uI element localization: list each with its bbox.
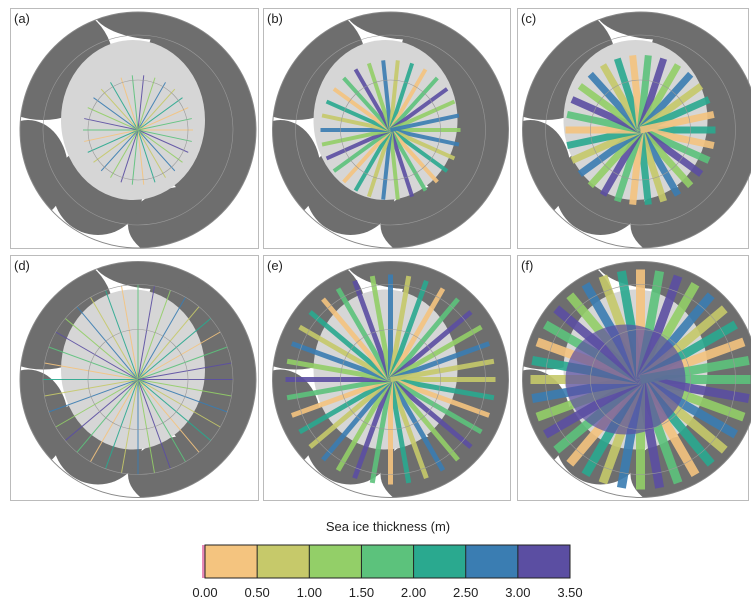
colorbar-tick-label: 2.50 <box>453 585 478 600</box>
colorbar-bin <box>361 545 413 578</box>
colorbar-tick-label: 0.50 <box>244 585 269 600</box>
panel-label: (f) <box>521 258 533 273</box>
colorbar-bin <box>466 545 518 578</box>
colorbar-tick-label: 2.00 <box>401 585 426 600</box>
colorbar-tick-label: 3.00 <box>505 585 530 600</box>
colorbar-tick-label: 3.50 <box>557 585 582 600</box>
colorbar-bin <box>257 545 309 578</box>
panel-label: (b) <box>267 11 283 26</box>
map-panel: (d) <box>0 220 303 515</box>
panel-label: (c) <box>521 11 536 26</box>
map-panel: (f) <box>476 220 751 515</box>
colorbar-bin <box>205 545 257 578</box>
fill-area <box>566 325 686 435</box>
panel-label: (a) <box>14 11 30 26</box>
colorbar-tick-label: 1.00 <box>297 585 322 600</box>
colorbar-bin <box>309 545 361 578</box>
colorbar-bin <box>414 545 466 578</box>
colorbar-tick-label: 1.50 <box>349 585 374 600</box>
map-panel: (b) <box>226 0 556 265</box>
map-panel: (e) <box>226 220 556 515</box>
map-panel: (c) <box>476 0 751 265</box>
panel-label: (d) <box>14 258 30 273</box>
colorbar-bin <box>518 545 570 578</box>
colorbar-title: Sea ice thickness (m) <box>326 519 450 534</box>
colorbar-tick-label: 0.00 <box>192 585 217 600</box>
map-panel: (a) <box>0 0 303 265</box>
panel-label: (e) <box>267 258 283 273</box>
